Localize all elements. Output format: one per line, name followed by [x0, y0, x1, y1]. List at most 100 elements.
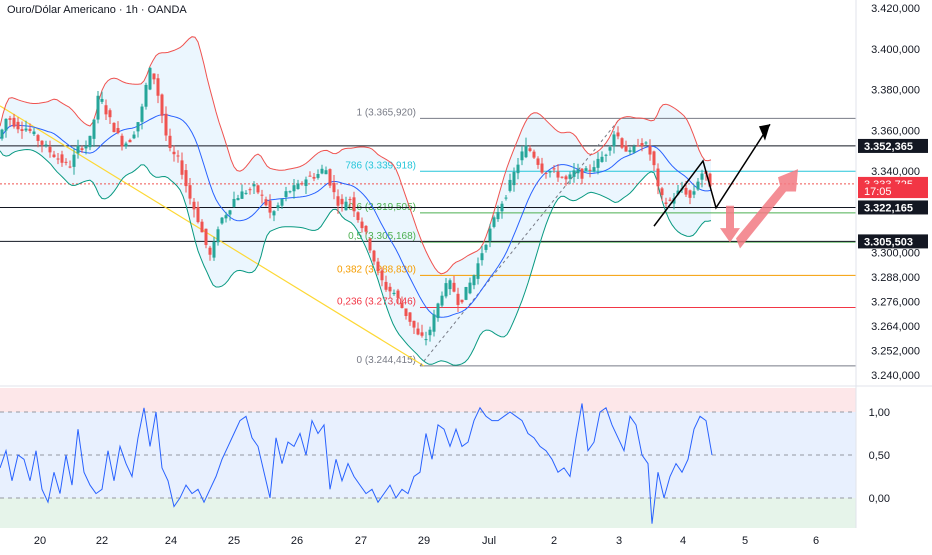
- candle-body: [628, 150, 632, 152]
- x-tick-label: 5: [742, 535, 748, 547]
- candle-body: [588, 169, 592, 171]
- candle-body: [624, 145, 628, 152]
- osc-oversold-zone: [0, 497, 856, 528]
- candle-body: [288, 191, 292, 193]
- candle-body: [592, 167, 596, 172]
- candle-body: [480, 253, 484, 261]
- candle-body: [352, 197, 356, 212]
- candle-body: [556, 171, 560, 178]
- candle-body: [620, 138, 624, 148]
- candle-body: [484, 244, 488, 250]
- candle-body: [708, 173, 712, 187]
- price-badge: [858, 234, 928, 249]
- x-tick-label: 27: [355, 535, 367, 547]
- candle-body: [92, 119, 96, 139]
- candle-body: [436, 303, 440, 319]
- x-tick-label: 3: [616, 535, 622, 547]
- candle-body: [492, 217, 496, 227]
- candle-body: [448, 280, 452, 290]
- candle-body: [540, 163, 544, 173]
- candle-body: [124, 143, 128, 147]
- candle-body: [400, 302, 404, 309]
- candle-body: [232, 198, 236, 207]
- candle-body: [244, 192, 248, 194]
- candle-body: [112, 122, 116, 133]
- candle-body: [388, 286, 392, 292]
- candle-body: [504, 197, 508, 199]
- candle-body: [236, 198, 240, 201]
- candle-body: [328, 169, 332, 186]
- y-tick-label: 3.400,000: [871, 44, 920, 56]
- candle-body: [228, 210, 232, 215]
- x-tick-label: 6: [813, 535, 819, 547]
- candle-body: [684, 187, 688, 195]
- candle-body: [48, 146, 52, 153]
- candle-body: [72, 154, 76, 167]
- candle-body: [88, 135, 92, 148]
- candle-body: [444, 283, 448, 297]
- candle-body: [392, 292, 396, 295]
- candle-body: [532, 151, 536, 158]
- candle-body: [500, 203, 504, 212]
- candle-body: [364, 225, 368, 232]
- candle-body: [520, 151, 524, 161]
- candle-body: [36, 135, 40, 141]
- candle-body: [220, 217, 224, 224]
- candle-body: [456, 293, 460, 305]
- candle-body: [316, 174, 320, 178]
- up-arrow: [736, 169, 798, 249]
- candle-body: [512, 172, 516, 186]
- candle-body: [632, 146, 636, 153]
- candle-body: [284, 191, 288, 197]
- candle-body: [60, 154, 64, 163]
- candle-body: [580, 168, 584, 179]
- candle-body: [204, 228, 208, 246]
- candle-body: [544, 172, 548, 174]
- candle-body: [224, 215, 228, 219]
- candle-body: [656, 168, 660, 187]
- candle-body: [560, 176, 564, 178]
- candle-body: [604, 154, 608, 156]
- candle-body: [292, 185, 296, 192]
- candle-body: [320, 168, 324, 174]
- candle-body: [164, 113, 168, 136]
- candle-body: [296, 183, 300, 190]
- candle-body: [304, 179, 308, 186]
- candle-body: [336, 196, 340, 206]
- candle-body: [196, 207, 200, 223]
- x-tick-label: 26: [291, 535, 303, 547]
- x-tick-label: 25: [228, 535, 240, 547]
- osc-tick-label: 1,00: [869, 407, 890, 419]
- x-tick-label: 24: [165, 535, 177, 547]
- fib-label: 0,5 (3.305,168): [348, 231, 416, 242]
- trendline: [0, 105, 425, 367]
- candle-body: [332, 182, 336, 193]
- candle-body: [600, 156, 604, 162]
- candle-body: [268, 200, 272, 213]
- candle-body: [652, 151, 656, 166]
- chart-title: Ouro/Dólar Americano · 1h · OANDA: [7, 4, 187, 16]
- candle-body: [276, 205, 280, 209]
- candle-body: [240, 191, 244, 199]
- candle-body: [160, 94, 164, 116]
- candle-body: [272, 211, 276, 216]
- x-tick-label: 2: [551, 535, 557, 547]
- candle-body: [84, 146, 88, 149]
- candle-body: [344, 201, 348, 211]
- candle-body: [376, 261, 380, 272]
- y-tick-label: 3.252,000: [871, 345, 920, 357]
- x-tick-label: 29: [418, 535, 430, 547]
- candle-body: [252, 184, 256, 187]
- candle-body: [40, 140, 44, 145]
- candle-body: [464, 287, 468, 300]
- candle-body: [416, 328, 420, 335]
- candle-body: [136, 122, 140, 132]
- candle-body: [476, 263, 480, 279]
- candle-body: [360, 221, 364, 229]
- candle-body: [668, 199, 672, 201]
- candle-body: [132, 134, 136, 139]
- candle-body: [108, 110, 112, 118]
- y-tick-label: 3.264,000: [871, 321, 920, 333]
- candle-body: [404, 308, 408, 317]
